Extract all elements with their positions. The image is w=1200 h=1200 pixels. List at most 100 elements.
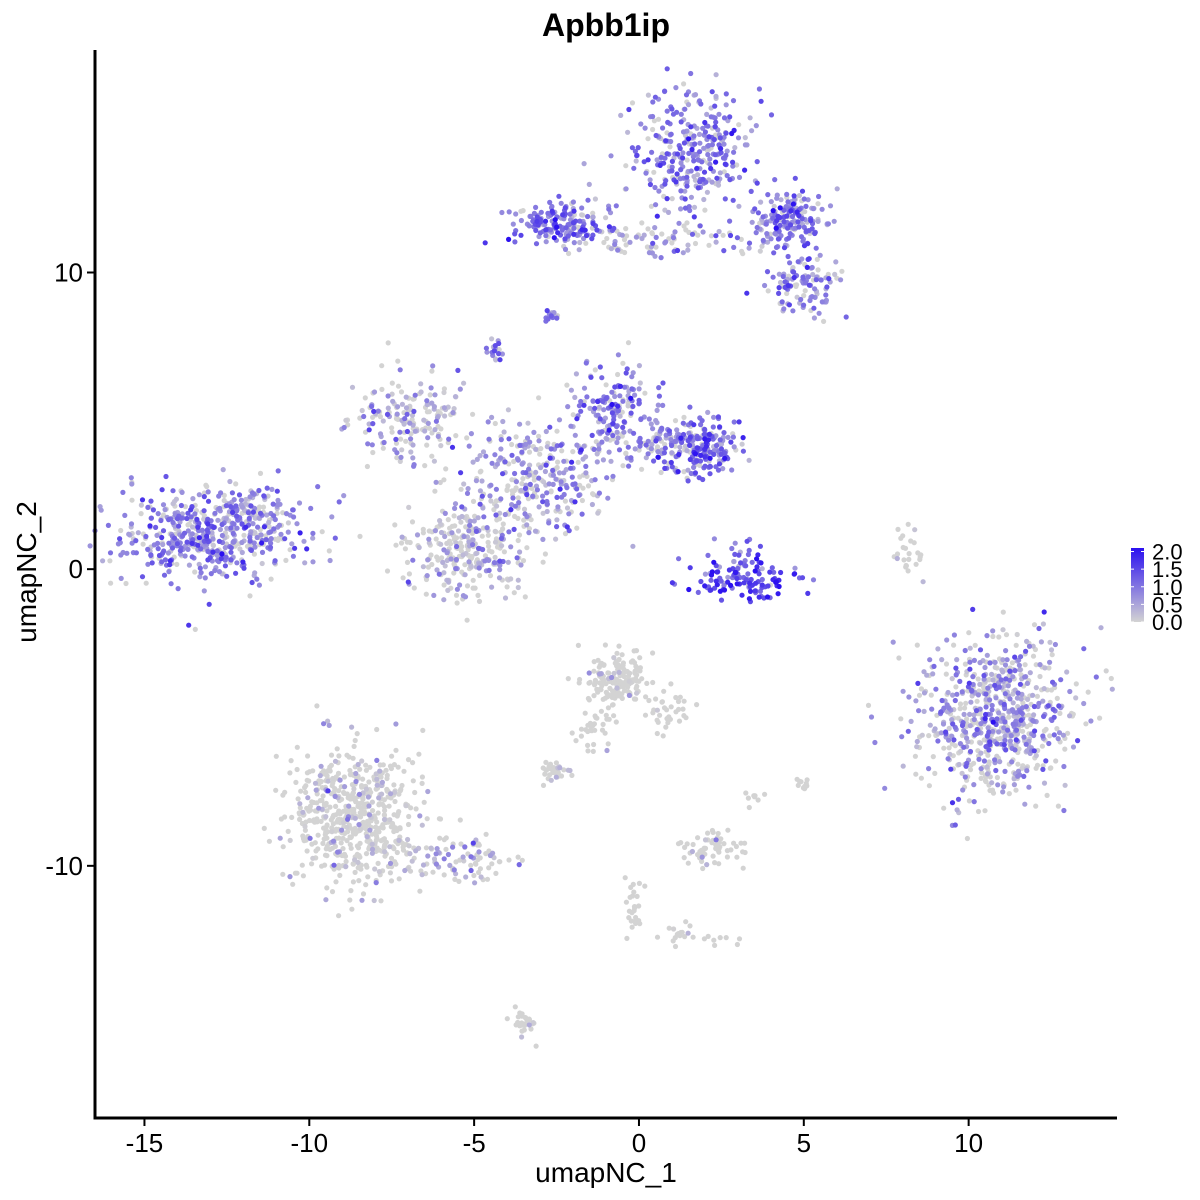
cell-point (421, 417, 427, 423)
cell-point (568, 465, 574, 471)
cell-point (969, 688, 975, 694)
cell-point (350, 795, 357, 801)
cell-point (533, 241, 540, 247)
cell-point (143, 533, 149, 540)
cell-point (946, 745, 952, 751)
cell-point (340, 846, 346, 852)
cell-point (221, 492, 227, 498)
cell-point (502, 511, 508, 518)
cell-point (1002, 737, 1008, 744)
cell-point (987, 739, 993, 745)
cell-point (161, 572, 168, 578)
cell-point (872, 739, 878, 746)
cell-point (629, 924, 635, 930)
cell-point (675, 841, 682, 847)
cell-point (659, 231, 665, 237)
cell-point (945, 756, 951, 762)
cell-point (321, 721, 327, 727)
cell-point (406, 843, 412, 849)
cell-point (699, 854, 705, 860)
cell-point (397, 429, 403, 435)
cell-point (118, 527, 124, 534)
cell-point (661, 450, 668, 456)
cell-point (723, 91, 729, 97)
cell-point (1108, 675, 1114, 682)
cell-point (1088, 718, 1094, 724)
cell-point (374, 726, 380, 733)
cell-point (354, 843, 360, 849)
cell-point (603, 681, 609, 687)
cell-point (680, 431, 687, 438)
cell-point (450, 844, 456, 850)
cell-point (736, 936, 743, 942)
cell-point (609, 389, 615, 395)
cell-point (813, 277, 819, 283)
cell-point (202, 575, 208, 581)
cell-point (1018, 654, 1024, 660)
cell-point (771, 203, 777, 209)
cell-point (986, 747, 992, 753)
cell-point (231, 497, 237, 503)
cell-point (633, 158, 639, 164)
cell-point (346, 754, 352, 760)
cell-point (610, 473, 616, 479)
cell-point (508, 507, 514, 513)
cell-point (941, 805, 947, 811)
cell-point (609, 702, 616, 708)
cell-point (398, 436, 404, 442)
cell-point (751, 794, 758, 800)
cell-point (1013, 642, 1019, 648)
cell-point (654, 444, 661, 450)
cell-point (632, 905, 638, 911)
cell-point (994, 741, 1000, 747)
cell-point (583, 470, 589, 476)
cell-point (373, 824, 379, 830)
cell-point (611, 417, 617, 423)
cell-point (249, 490, 256, 496)
cell-point (697, 458, 704, 464)
cell-point (1020, 700, 1026, 706)
cell-point (532, 528, 539, 534)
cell-point (365, 794, 371, 800)
cell-point (694, 445, 701, 451)
cell-point (228, 549, 234, 555)
cell-point (278, 531, 284, 537)
cell-point (407, 420, 413, 426)
cell-point (765, 239, 771, 245)
cell-point (1081, 700, 1087, 707)
cell-point (603, 382, 609, 388)
cell-point (486, 548, 492, 554)
cell-point (726, 567, 733, 573)
cell-point (777, 205, 783, 211)
cell-point (352, 869, 358, 876)
cell-point (684, 448, 690, 454)
cell-point (486, 865, 492, 871)
cell-point (685, 478, 691, 484)
cell-point (617, 383, 624, 389)
cell-point (979, 770, 985, 776)
cell-point (544, 501, 550, 507)
cell-point (318, 763, 324, 769)
cell-point (500, 471, 506, 477)
cell-point (173, 496, 179, 502)
cell-point (621, 419, 627, 425)
cell-point (708, 165, 714, 172)
cell-point (1031, 622, 1038, 628)
cell-point (735, 135, 742, 141)
x-axis-ticks: -15 -10 -5 0 5 10 (126, 1118, 983, 1158)
cell-point (736, 174, 743, 180)
cell-point (615, 352, 622, 358)
cell-point (214, 548, 220, 554)
cell-point (420, 564, 426, 570)
cell-point (660, 733, 666, 739)
cell-point (654, 730, 660, 737)
cell-point (1000, 669, 1006, 675)
cell-point (1040, 766, 1046, 773)
cell-point (713, 159, 719, 165)
cell-point (711, 559, 717, 565)
cell-point (461, 481, 467, 487)
cell-point (578, 408, 584, 414)
cell-point (423, 576, 430, 583)
cell-point (129, 497, 135, 503)
cell-point (194, 516, 200, 523)
